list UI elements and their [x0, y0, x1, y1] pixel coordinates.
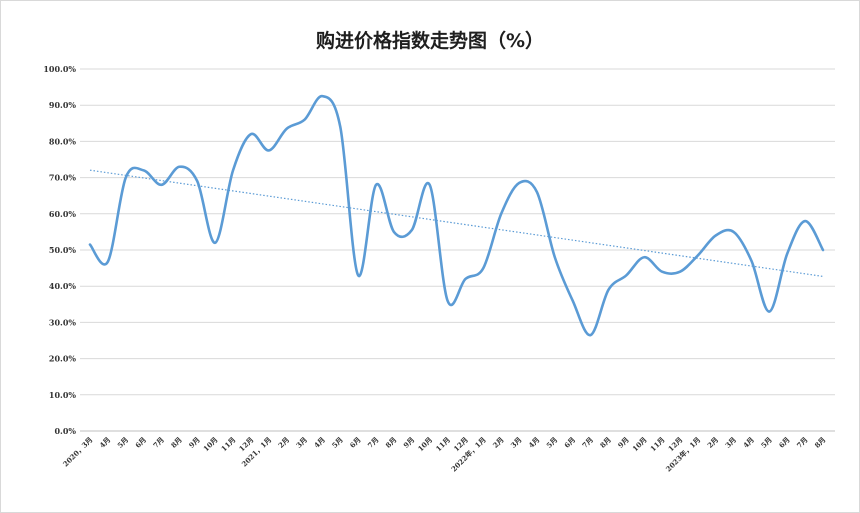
x-tick-label: 10月 — [201, 435, 219, 453]
x-tick-label: 3月 — [509, 435, 524, 450]
x-tick-label: 9月 — [187, 435, 202, 450]
x-tick-label: 2020，3月 — [61, 435, 94, 468]
x-tick-label: 11月 — [434, 435, 452, 453]
x-tick-label: 8月 — [169, 435, 184, 450]
y-tick-label: 50.0% — [49, 245, 76, 255]
y-tick-label: 60.0% — [49, 209, 76, 219]
x-tick-label: 6月 — [348, 435, 363, 450]
x-tick-label: 10月 — [416, 435, 434, 453]
y-tick-label: 40.0% — [49, 281, 76, 291]
x-tick-label: 4月 — [312, 435, 327, 450]
trendline-layer — [89, 169, 824, 278]
x-tick-label: 4月 — [98, 435, 113, 450]
gridlines — [80, 68, 835, 432]
x-tick-label: 4月 — [527, 435, 542, 450]
series-layer — [88, 94, 825, 337]
x-tick-label: 8月 — [813, 435, 828, 450]
chart-title: 购进价格指数走势图（%） — [315, 30, 545, 52]
x-tick-label: 9月 — [401, 435, 416, 450]
x-tick-label: 8月 — [384, 435, 399, 450]
y-tick-label: 10.0% — [49, 390, 76, 400]
x-tick-label: 11月 — [648, 435, 666, 453]
x-tick-label: 2月 — [491, 435, 506, 450]
y-tick-label: 30.0% — [49, 317, 76, 327]
y-tick-label: 90.0% — [49, 100, 76, 110]
y-tick-label: 0.0% — [54, 426, 76, 436]
x-tick-label: 5月 — [544, 435, 559, 450]
y-tick-label: 100.0% — [43, 64, 76, 74]
y-tick-label: 70.0% — [49, 173, 76, 183]
y-tick-label: 80.0% — [49, 136, 76, 146]
x-tick-label: 9月 — [616, 435, 631, 450]
x-tick-label: 5月 — [759, 435, 774, 450]
x-tick-label: 5月 — [330, 435, 345, 450]
x-tick-label: 2月 — [276, 435, 291, 450]
x-tick-label: 6月 — [133, 435, 148, 450]
x-tick-label: 3月 — [723, 435, 738, 450]
x-tick-label: 7月 — [580, 435, 595, 450]
x-tick-label: 7月 — [795, 435, 810, 450]
x-tick-label: 2月 — [705, 435, 720, 450]
x-tick-label: 5月 — [115, 435, 130, 450]
x-tick-label: 6月 — [562, 435, 577, 450]
series-line — [88, 94, 825, 337]
x-tick-label: 3月 — [294, 435, 309, 450]
trendline — [89, 169, 824, 278]
x-tick-label: 11月 — [219, 435, 237, 453]
y-axis-ticks: 0.0% 10.0% 20.0% 30.0% 40.0% 50.0% 60.0% 70.0% 8… — [43, 64, 76, 436]
x-tick-label: 7月 — [366, 435, 381, 450]
x-tick-label: 8月 — [598, 435, 613, 450]
x-tick-label: 6月 — [777, 435, 792, 450]
x-tick-label: 4月 — [741, 435, 756, 450]
x-tick-label: 7月 — [151, 435, 166, 450]
x-tick-label: 10月 — [630, 435, 648, 453]
y-tick-label: 20.0% — [49, 354, 76, 364]
